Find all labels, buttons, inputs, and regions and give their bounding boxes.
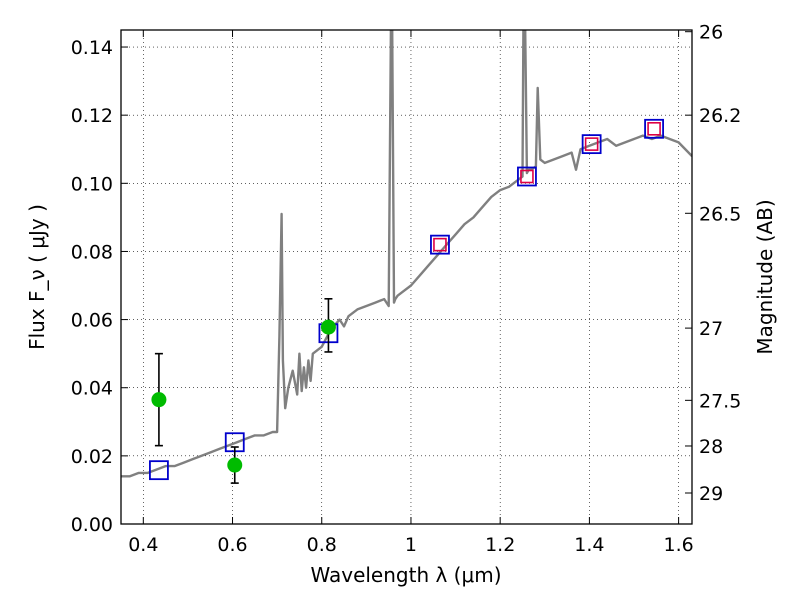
y-axis-label: Flux F_ν ( μJy )	[25, 204, 49, 350]
y-tick-label: 0.04	[71, 378, 113, 400]
model-square	[644, 118, 664, 139]
observed-point	[320, 319, 336, 335]
x-tick-label: 1	[405, 534, 417, 556]
y-tick-label: 0.06	[71, 310, 113, 332]
y-tick-label: 0.00	[71, 514, 113, 536]
y-tick-label: 0.02	[71, 446, 113, 468]
x-tick-label: 1.6	[664, 534, 694, 556]
y-tick-label: 0.12	[71, 105, 113, 127]
observed-square	[520, 169, 534, 184]
spectrum-line	[121, 30, 692, 478]
observed-square	[433, 237, 447, 252]
mag-tick-label: 26	[699, 22, 723, 44]
x-axis-label: Wavelength λ (μm)	[310, 563, 501, 587]
mag-tick-label: 27	[699, 318, 723, 340]
y-tick-label: 0.08	[71, 241, 113, 263]
model-square	[430, 234, 450, 255]
x-axis: 0.4 0.6 0.8 1 1.2 1.4 1.6	[128, 30, 694, 556]
model-square	[149, 460, 169, 481]
x-tick-label: 0.4	[128, 534, 158, 556]
mag-tick-label: 29	[699, 483, 723, 505]
mag-tick-label: 28	[699, 436, 723, 458]
plot-frame	[120, 29, 693, 525]
plot-area	[121, 30, 692, 484]
mag-tick-label: 27.5	[699, 390, 741, 412]
y-axis-right-label: Magnitude (AB)	[753, 199, 777, 354]
x-tick-label: 1.4	[574, 534, 604, 556]
x-tick-label: 0.8	[307, 534, 337, 556]
model-square	[517, 166, 537, 187]
observed-square	[584, 137, 599, 151]
y-axis-left: 0.00 0.02 0.04 0.06 0.08 0.10 0.12 0.14	[71, 37, 128, 536]
observed-point	[227, 457, 243, 473]
y-axis-right: 26 26.2 26.5 27 27.5 28 29	[685, 22, 741, 505]
model-square	[581, 134, 602, 155]
mag-tick-label: 26.5	[699, 203, 741, 225]
mag-tick-label: 26.2	[699, 105, 741, 127]
y-tick-label: 0.14	[71, 37, 113, 59]
x-tick-label: 1.2	[485, 534, 515, 556]
grid-lines	[121, 30, 692, 525]
observed-square	[647, 122, 661, 136]
x-tick-label: 0.6	[217, 534, 247, 556]
y-tick-label: 0.10	[71, 173, 113, 195]
observed-point	[151, 392, 167, 408]
